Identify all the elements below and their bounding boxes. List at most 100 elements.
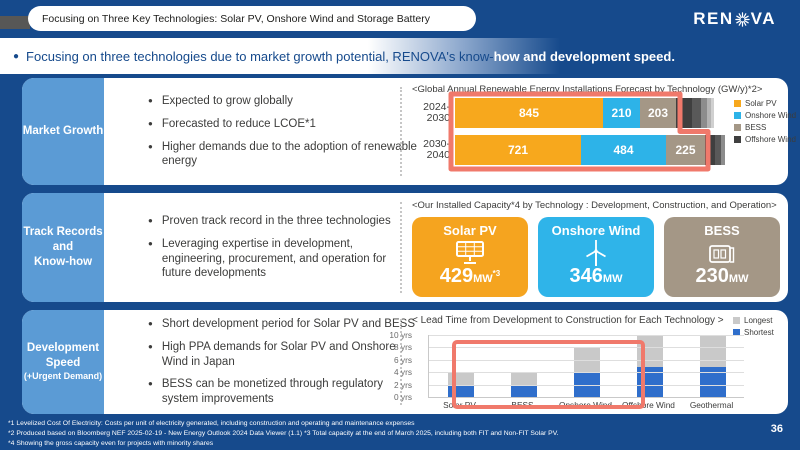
y-axis-tick-label: 10 yrs: [389, 330, 412, 340]
bullet-icon: ●: [148, 216, 153, 226]
bullet-text: Proven track record in the three technol…: [161, 215, 391, 228]
gridline: [429, 384, 744, 386]
segment-bess: 203: [640, 98, 676, 128]
section-card-track-records: Track Records and Know-how ● Proven trac…: [22, 193, 788, 302]
leadtime-bar-stack: [573, 348, 600, 398]
legend-swatch-shortest: [733, 329, 740, 336]
bullet-item: ● Forecasted to reduce LCOE*1: [148, 117, 418, 132]
capacity-card-solar-pv: Solar PV 429 MW *3: [412, 217, 528, 297]
bullet-text: Higher demands due to the adoption of re…: [161, 140, 417, 168]
segment-shortest: [636, 367, 663, 398]
forecast-row-label: 2030- 2040: [423, 137, 450, 161]
solar-panel-icon: [453, 239, 487, 266]
legend-item: Onshore Wind: [734, 111, 796, 120]
gridline: [429, 397, 744, 398]
gridline: [429, 372, 744, 374]
capacity-card-onshore-wind: Onshore Wind 346 MW: [538, 217, 654, 297]
gridline: [429, 359, 744, 361]
segment-onshore-wind: 210: [603, 98, 640, 128]
forecast-legend: Solar PV Onshore Wind BESS Offshore Wind: [734, 99, 796, 147]
section-label-line: and: [52, 241, 74, 254]
segment-unlabeled: [705, 135, 715, 165]
legend-label: Onshore Wind: [745, 111, 797, 120]
bullet-list-track-records: ● Proven track record in the three techn…: [126, 193, 418, 302]
capacity-title: <Our Installed Capacity*4 by Technology …: [412, 200, 777, 211]
leadtime-bar-stack: [447, 373, 474, 398]
leadtime-bar-bess: [492, 335, 555, 398]
legend-swatch-offshore-wind: [734, 136, 741, 143]
leadtime-plot: [428, 335, 744, 398]
gridline: [429, 347, 744, 349]
segment-bess: 225: [666, 135, 705, 165]
bullet-item: ● Expected to grow globally: [148, 94, 418, 109]
intro-bullet-icon: ●: [13, 50, 20, 62]
capacity-card-name: BESS: [704, 223, 740, 238]
section-card-market-growth: Market Growth ● Expected to grow globall…: [22, 78, 796, 185]
bullet-text: BESS can be monetized through regulatory…: [161, 378, 384, 406]
forecast-chart: 2024- 2030 845 210 203 2030- 2040 721 484 225: [412, 98, 725, 172]
leadtime-bar-onshore-wind: [555, 335, 618, 398]
bullet-icon: ●: [148, 96, 153, 106]
slide-title: Focusing on Three Key Technologies: Sola…: [42, 12, 430, 25]
leadtime-bars: [429, 335, 744, 398]
footnote-line-2: *2 Produced based on Bloomberg NEF 2025-…: [8, 430, 559, 438]
segment-solar-pv: 845: [455, 98, 603, 128]
footnote-line-3: *4 Showing the gross capacity even for p…: [8, 440, 214, 448]
header-accent-bar: [0, 16, 30, 29]
legend-item: Offshore Wind: [734, 135, 796, 144]
leadtime-chart-title: < Lead Time from Development to Construc…: [412, 315, 724, 326]
bullet-icon: ●: [148, 141, 153, 151]
forecast-chart-title: <Global Annual Renewable Energy Installa…: [412, 84, 763, 95]
leadtime-bar-stack: [510, 373, 537, 398]
gridline: [429, 335, 744, 336]
bullet-icon: ●: [148, 238, 153, 248]
bullet-icon: ●: [148, 319, 153, 329]
capacity-value: 230 MW: [695, 265, 749, 287]
leadtime-category-label: BESS: [511, 400, 534, 410]
leadtime-bar-solar-pv: [429, 335, 492, 398]
y-axis-tick-label: 6 yrs: [394, 354, 412, 365]
section-divider: [400, 87, 402, 176]
section-card-development-speed: Development Speed (+Urgent Demand) ● Sho…: [22, 310, 788, 414]
page-number: 36: [770, 423, 783, 435]
segment-onshore-wind: 484: [581, 135, 666, 165]
leadtime-y-axis-labels: 0 yrs 2 yrs 4 yrs 6 yrs 8 yrs 10 yrs: [374, 330, 418, 402]
segment-unlabeled: [692, 98, 701, 128]
section-label-line: Track Records: [23, 226, 103, 239]
legend-item: Longest: [733, 316, 774, 325]
legend-label: Offshore Wind: [745, 135, 796, 144]
bullet-text: Forecasted to reduce LCOE*1: [161, 117, 316, 130]
intro-banner: ● Focusing on three technologies due to …: [0, 38, 800, 74]
bullet-icon: ●: [148, 341, 153, 351]
y-axis-tick-label: 0 yrs: [394, 392, 412, 402]
legend-swatch-solar-pv: [734, 100, 741, 107]
footnotes: *1 Levelized Cost Of Electricity: Costs …: [8, 419, 559, 450]
capacity-value: 346 MW: [569, 265, 623, 287]
segment-unlabeled: [715, 135, 721, 165]
leadtime-category-label: Onshore Wind: [558, 400, 613, 410]
wind-turbine-icon: [581, 239, 611, 266]
leadtime-bar-stack: [636, 336, 663, 398]
legend-label: BESS: [745, 123, 767, 132]
forecast-stacked-bar: 721 484 225: [455, 135, 725, 165]
forecast-row-label: 2024- 2030: [423, 100, 450, 124]
legend-label: Longest: [744, 316, 773, 325]
section-label-line: Speed: [45, 357, 81, 370]
bullet-item: ● High PPA demands for Solar PV and Onsh…: [148, 340, 418, 369]
legend-item: Shortest: [733, 328, 774, 337]
capacity-card-bess: BESS 230 MW: [664, 217, 780, 297]
bullet-text: Leveraging expertise in development, eng…: [161, 237, 387, 280]
section-label-line: (+Urgent Demand): [23, 371, 103, 382]
capacity-card-name: Solar PV: [443, 223, 497, 238]
segment-longest: [699, 336, 726, 367]
bullet-list-market-growth: ● Expected to grow globally ● Forecasted…: [126, 78, 418, 185]
section-label-line: Know-how: [33, 255, 93, 268]
section-divider: [400, 202, 402, 293]
forecast-bar-row: 2030- 2040 721 484 225: [412, 135, 725, 165]
leadtime-bar-geothermal: [681, 335, 744, 398]
bullet-item: ● Higher demands due to the adoption of …: [148, 140, 418, 169]
segment-shortest: [510, 385, 537, 398]
segment-shortest: [699, 367, 726, 398]
segment-longest: [636, 336, 663, 367]
